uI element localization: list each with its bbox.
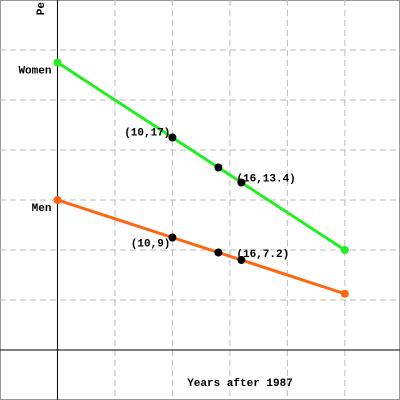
data-point [168, 233, 177, 242]
data-point [340, 246, 349, 254]
data-point [214, 163, 223, 172]
series-label: Women [18, 65, 51, 77]
plot: Women (10,17) (16,13.4) Men (10,9) (16,7.2) [18, 58, 349, 298]
data-point [214, 248, 223, 257]
point-label: (10,9) [131, 238, 171, 250]
data-point [237, 178, 246, 187]
point-label: (16,7.2) [236, 249, 289, 261]
data-point [340, 289, 349, 298]
point-label: (16,13.4) [236, 173, 295, 185]
data-point [53, 58, 62, 67]
x-axis-label: Years after 1987 [187, 378, 293, 390]
data-point [237, 256, 246, 264]
series-label: Men [32, 203, 52, 215]
point-label: (10,17) [124, 127, 170, 139]
y-axis-label: Pe [36, 2, 48, 16]
data-point [53, 196, 62, 204]
data-point [168, 133, 177, 142]
